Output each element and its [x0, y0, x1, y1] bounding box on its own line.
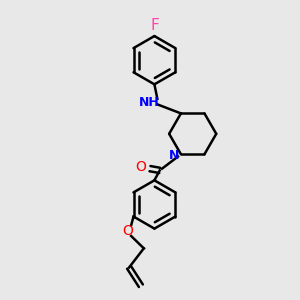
Text: O: O [136, 160, 147, 175]
Text: NH: NH [139, 96, 160, 109]
Text: N: N [169, 149, 179, 162]
Text: O: O [122, 224, 133, 238]
Text: F: F [150, 17, 159, 32]
